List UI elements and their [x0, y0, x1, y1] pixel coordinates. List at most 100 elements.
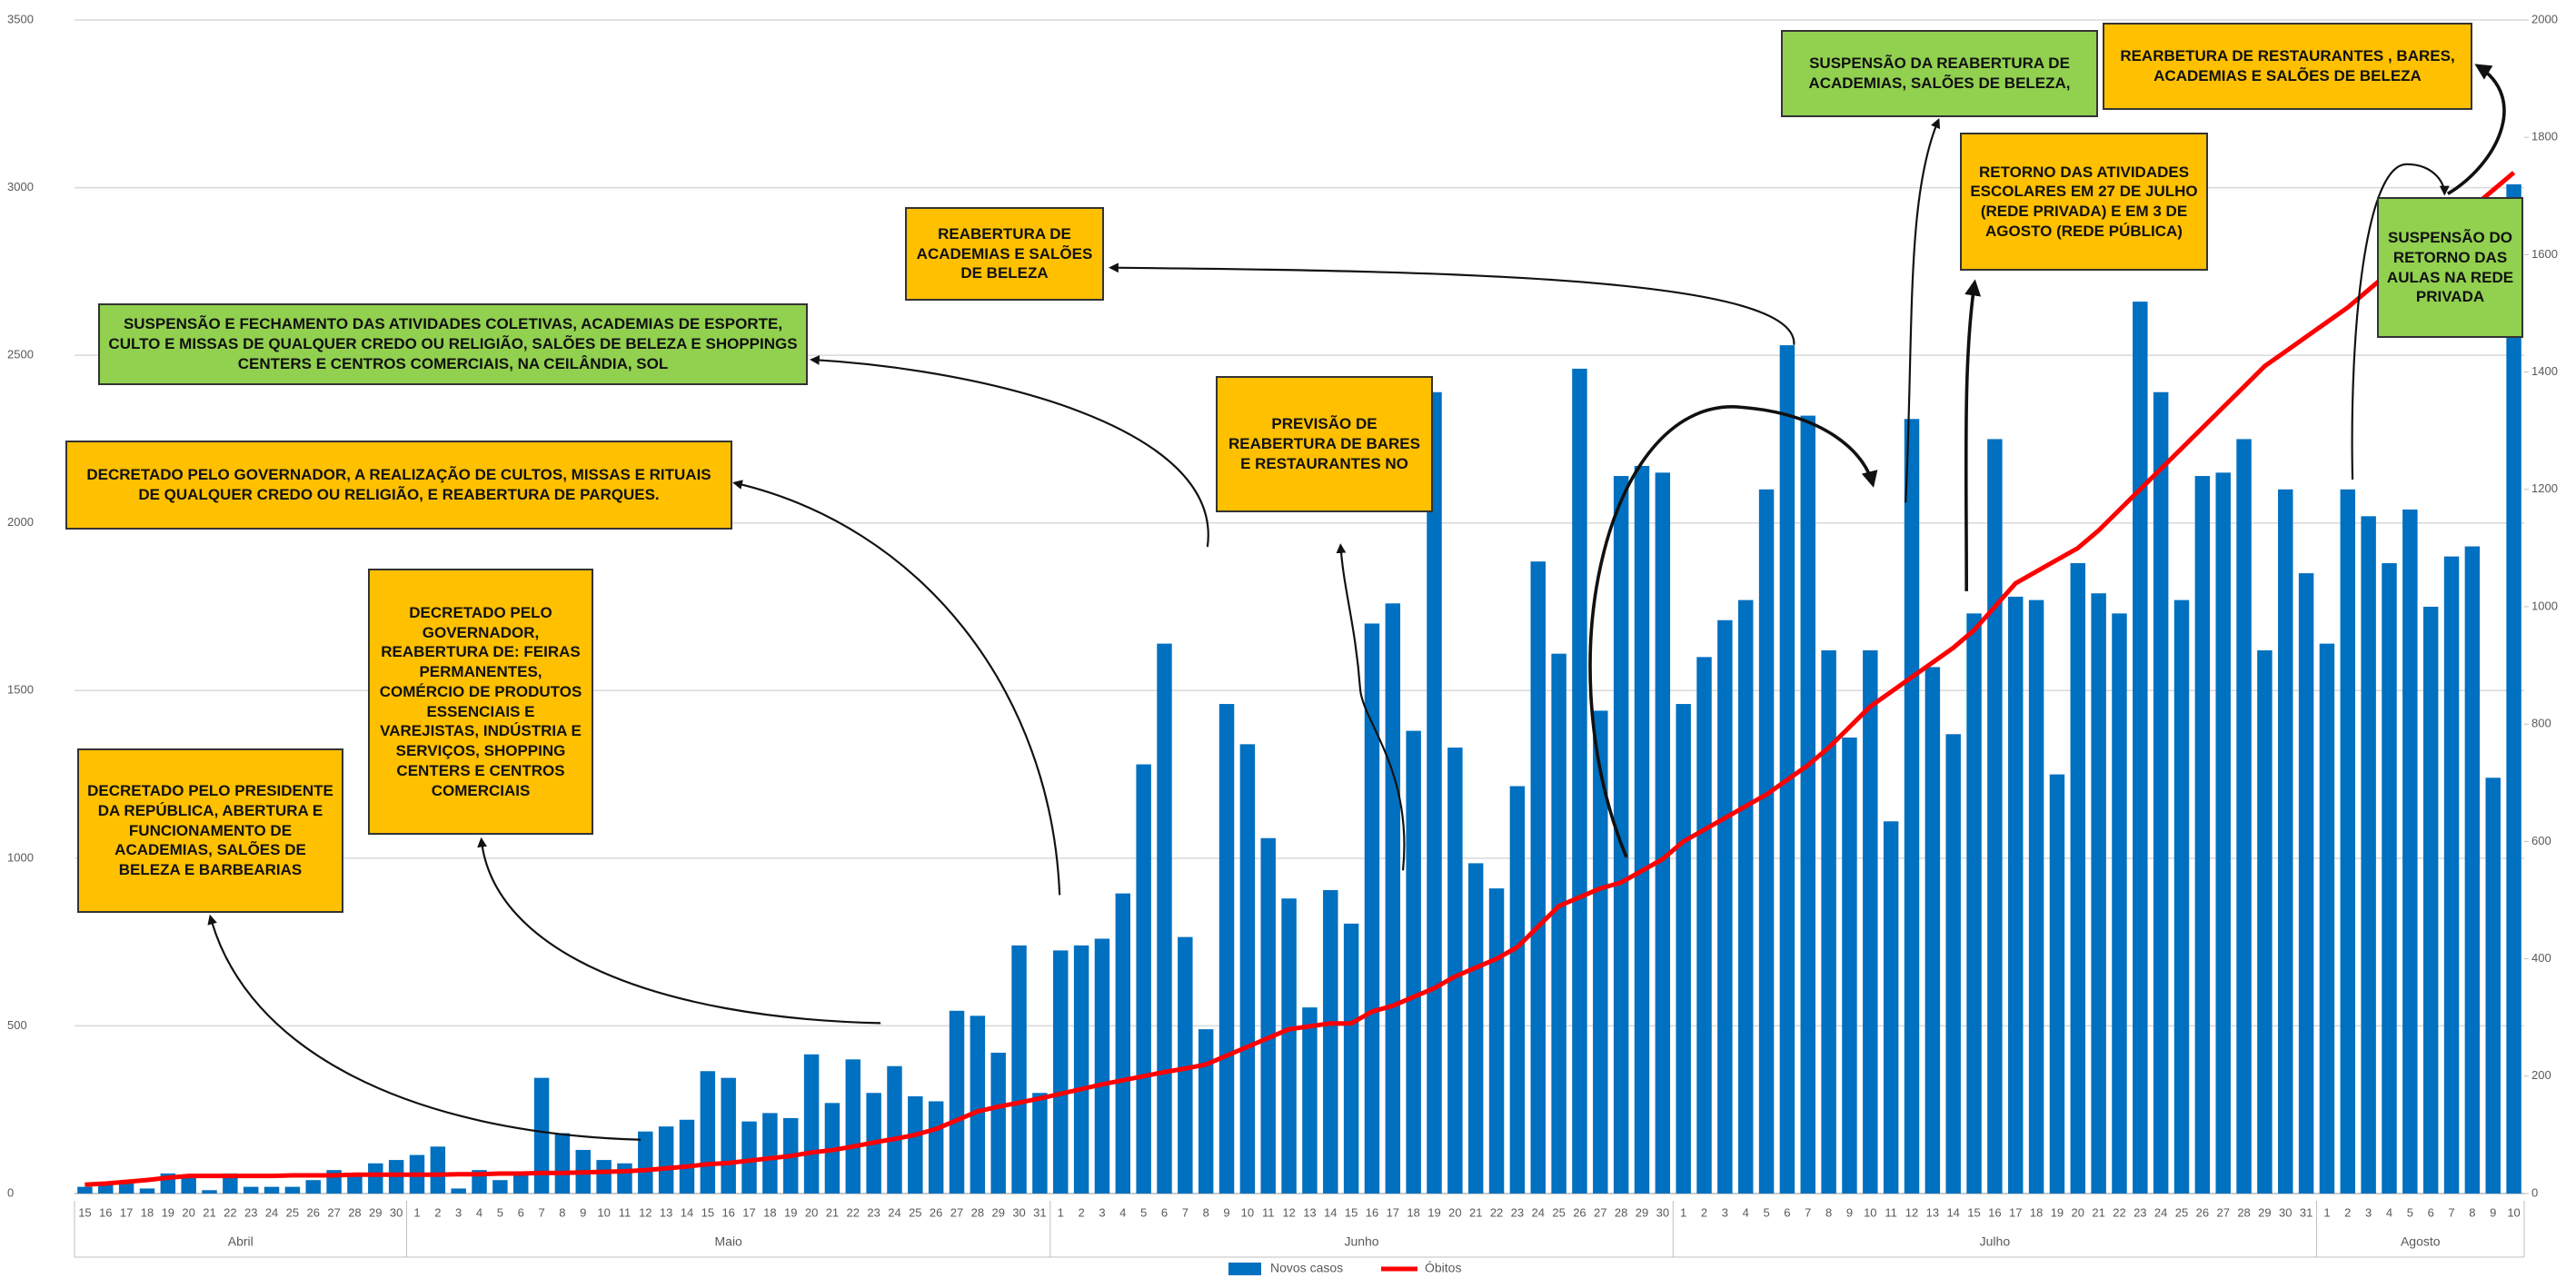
bar: [762, 1113, 778, 1194]
x-tick-label: 30: [1656, 1205, 1669, 1219]
x-tick-label: 8: [2469, 1205, 2475, 1219]
x-tick-label: 11: [1885, 1205, 1897, 1219]
y2-tick-label: 600: [2531, 834, 2551, 847]
bar: [1509, 786, 1526, 1194]
x-tick-label: 25: [909, 1205, 921, 1219]
arrow: [207, 914, 642, 1141]
arrow: [2351, 163, 2450, 480]
x-tick-label: 24: [265, 1205, 278, 1219]
month-label: Abril: [228, 1234, 254, 1249]
annotation: REABERTURA DE ACADEMIAS E SALÕES DE BELE…: [905, 207, 1104, 301]
x-tick-label: 19: [162, 1205, 174, 1219]
x-tick-label: 14: [681, 1205, 693, 1219]
bar: [1073, 945, 1089, 1194]
bar: [1157, 643, 1172, 1194]
y2-tick-label: 1800: [2531, 130, 2558, 144]
bar: [1530, 561, 1546, 1194]
arrow: [477, 837, 881, 1025]
bar: [1447, 748, 1463, 1194]
month-label: Junho: [1344, 1234, 1378, 1249]
x-tick-label: 2: [1078, 1205, 1084, 1219]
bar: [202, 1190, 217, 1194]
bar: [181, 1174, 196, 1194]
bar: [2194, 476, 2211, 1194]
x-tick-label: 6: [518, 1205, 524, 1219]
x-tick-label: 11: [619, 1205, 632, 1219]
x-tick-label: 29: [2258, 1205, 2271, 1219]
x-tick-label: 6: [1161, 1205, 1168, 1219]
annotation: DECRETADO PELO PRESIDENTE DA REPÚBLICA, …: [77, 748, 343, 913]
bar: [1094, 938, 1110, 1194]
legend-label: Novos casos: [1270, 1261, 1343, 1275]
y2-tick-label: 400: [2531, 951, 2551, 965]
x-tick-label: 8: [1825, 1205, 1832, 1219]
y-tick-label: 1000: [7, 850, 34, 864]
x-tick-label: 23: [2133, 1205, 2146, 1219]
x-tick-label: 28: [971, 1205, 984, 1219]
y-tick-label: 0: [7, 1185, 14, 1199]
annotation: PREVISÃO DE REABERTURA DE BARES E RESTAU…: [1216, 376, 1433, 512]
annotation: SUSPENSÃO DA REABERTURA DE ACADEMIAS, SA…: [1781, 30, 2098, 117]
bar: [98, 1183, 114, 1194]
x-tick-label: 26: [2196, 1205, 2209, 1219]
x-tick-label: 16: [99, 1205, 112, 1219]
x-tick-label: 16: [1988, 1205, 2001, 1219]
x-tick-label: 13: [660, 1205, 672, 1219]
bar: [430, 1146, 446, 1194]
x-tick-label: 18: [2030, 1205, 2043, 1219]
x-tick-label: 31: [2300, 1205, 2312, 1219]
x-tick-label: 21: [826, 1205, 839, 1219]
x-tick-label: 2: [2344, 1205, 2351, 1219]
x-tick-label: 21: [1469, 1205, 1482, 1219]
bar: [264, 1186, 280, 1194]
bar: [1737, 599, 1754, 1194]
x-tick-label: 16: [721, 1205, 734, 1219]
bar: [554, 1133, 571, 1194]
x-tick-label: 18: [141, 1205, 154, 1219]
bar: [1572, 368, 1587, 1194]
x-tick-label: 20: [805, 1205, 818, 1219]
x-tick-label: 9: [580, 1205, 586, 1219]
legend-swatch: [1228, 1263, 1261, 1275]
x-tick-label: 27: [2216, 1205, 2229, 1219]
y2-tick-label: 2000: [2531, 12, 2558, 25]
bar: [1842, 737, 1857, 1194]
x-tick-label: 17: [2009, 1205, 2022, 1219]
y-tick-label: 1500: [7, 683, 34, 697]
x-tick-label: 24: [2154, 1205, 2167, 1219]
bar: [347, 1173, 363, 1194]
x-tick-label: 28: [2237, 1205, 2250, 1219]
bar: [679, 1119, 695, 1194]
x-tick-label: 25: [286, 1205, 299, 1219]
bar: [2091, 593, 2106, 1194]
arrow: [1964, 279, 1982, 591]
bar: [1696, 657, 1712, 1194]
x-tick-label: 9: [1223, 1205, 1229, 1219]
bar: [1904, 419, 1920, 1194]
x-tick-label: 3: [2365, 1205, 2372, 1219]
bar: [2319, 643, 2335, 1194]
line: [85, 171, 2516, 1187]
x-tick-label: 29: [1636, 1205, 1648, 1219]
x-tick-label: 20: [2072, 1205, 2084, 1219]
x-tick-label: 12: [639, 1205, 651, 1219]
bar: [1551, 653, 1566, 1194]
x-tick-label: 1: [2323, 1205, 2330, 1219]
bar: [1821, 649, 1836, 1194]
bar: [305, 1180, 321, 1194]
bar: [1178, 936, 1193, 1194]
bar: [1239, 744, 1256, 1194]
x-tick-label: 10: [2507, 1205, 2520, 1219]
y2-tick-label: 1200: [2531, 481, 2558, 495]
bar: [2361, 516, 2376, 1194]
bar: [1260, 837, 1276, 1194]
arrow: [1336, 543, 1406, 871]
arrow: [1905, 117, 1941, 503]
bar: [512, 1174, 529, 1194]
x-tick-label: 18: [1407, 1205, 1419, 1219]
bar: [1427, 391, 1442, 1194]
x-tick-label: 4: [1743, 1205, 1749, 1219]
arrow: [732, 480, 1061, 896]
